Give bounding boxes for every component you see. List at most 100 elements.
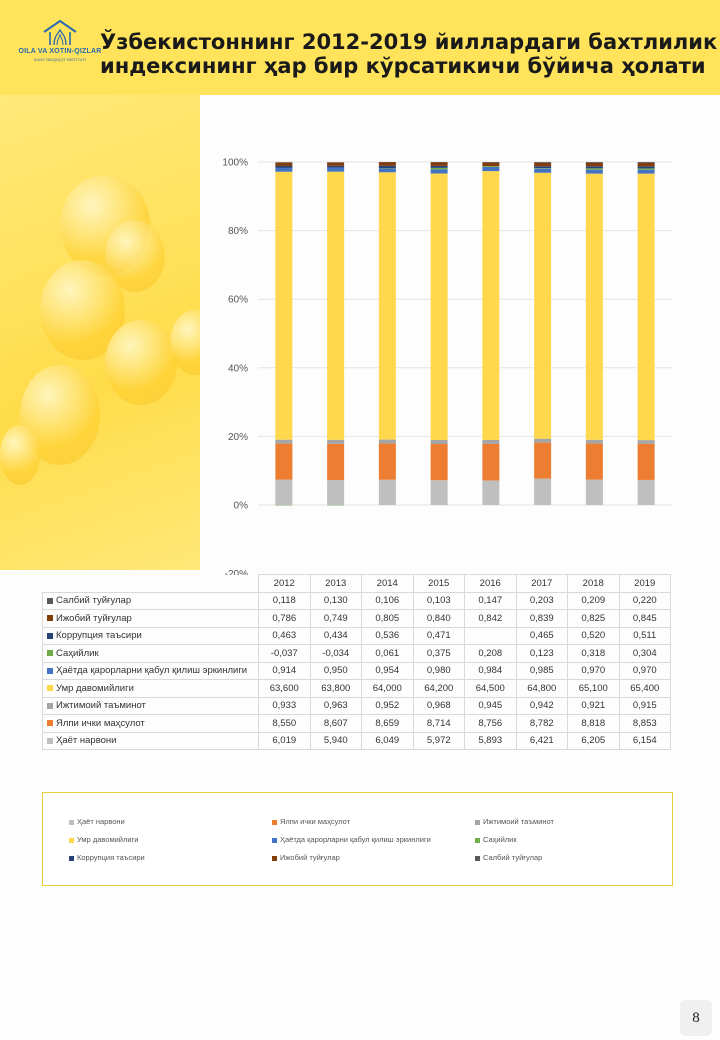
table-cell: 0,915 — [618, 696, 671, 715]
table-cell: 6,421 — [515, 731, 568, 750]
bar-segment — [430, 173, 448, 441]
bar-segment — [534, 478, 552, 505]
bar-segment — [482, 162, 500, 167]
table-cell: 8,607 — [309, 714, 362, 733]
bar-segment — [637, 173, 655, 441]
table-cell: 65,100 — [567, 679, 620, 698]
table-cell: 8,818 — [567, 714, 620, 733]
bar-segment — [430, 480, 448, 505]
table-cell: 0,061 — [361, 644, 414, 663]
bar-segment — [430, 162, 448, 166]
table-cell: 0,963 — [309, 696, 362, 715]
bar-segment — [378, 165, 396, 169]
bar-segment — [585, 162, 603, 163]
bar-segment — [482, 166, 500, 172]
table-cell: 65,400 — [618, 679, 671, 698]
row-label-text: Умр давомийлиги — [56, 682, 134, 694]
legend-swatch — [69, 819, 74, 825]
table-year-header: 2012 — [258, 574, 311, 593]
bar-segment — [327, 167, 345, 172]
table-cell: 0,103 — [412, 591, 465, 610]
table-year-header: 2016 — [464, 574, 517, 593]
table-cell: 0,942 — [515, 696, 568, 715]
row-label-text: Ҳаёт нарвони — [56, 735, 117, 747]
table-cell: 0,954 — [361, 661, 414, 680]
table-cell: 8,853 — [618, 714, 671, 733]
table-cell: 0,952 — [361, 696, 414, 715]
table-cell — [464, 626, 517, 645]
table-row-label: Ижтимоий таъминот — [42, 696, 259, 715]
table-year-header: 2019 — [618, 574, 671, 593]
legend-swatch — [69, 837, 74, 843]
bar-segment — [482, 439, 500, 444]
table-row: Коррупция таъсири 0,463 0,434 0,536 0,471 0,4… — [42, 626, 671, 645]
table-cell: 0,914 — [258, 661, 311, 680]
table-year-header: 2013 — [309, 574, 362, 593]
logo-subtitle: ILMIY-TADQIQOT INSTITUTI — [33, 57, 87, 62]
legend-swatch — [272, 837, 277, 843]
bar-segment — [534, 166, 552, 169]
bar-segment — [378, 172, 396, 440]
legend-label: Ялпи ички маҳсулот — [280, 817, 351, 826]
table-row-label: Ижобий туйғулар — [42, 609, 259, 628]
table-cell: 8,659 — [361, 714, 414, 733]
page-title: Ўзбекистоннинг 2012-2019 йиллардаги бахт… — [100, 30, 717, 78]
table-row: Умр давомийлиги 63,600 63,800 64,000 64,200 6… — [42, 679, 671, 698]
table-cell: 0,786 — [258, 609, 311, 628]
bar-segment — [534, 162, 552, 163]
bar-segment — [637, 169, 655, 174]
legend-swatch — [47, 615, 53, 622]
table-cell: 0,130 — [309, 591, 362, 610]
y-tick-label: 80% — [228, 226, 248, 237]
legend-item: Умр давомийлиги — [69, 835, 138, 844]
legend-label: Саҳийлик — [483, 835, 517, 844]
bar-segment — [585, 479, 603, 505]
y-tick-label: -20% — [225, 569, 248, 575]
chart-legend: Ҳаёт нарвони Ялпи ички маҳсулот Ижтимоий т… — [42, 792, 673, 886]
table-cell: 0,840 — [412, 609, 465, 628]
table-cell: 0,536 — [361, 626, 414, 645]
table-cell: 63,800 — [309, 679, 362, 698]
row-label-text: Ижтимоий таъминот — [56, 700, 146, 712]
bar-segment — [482, 166, 500, 167]
bar-segment — [275, 443, 293, 480]
table-year-header: 2015 — [412, 574, 465, 593]
table-row: Ижтимоий таъминот 0,933 0,963 0,952 0,968 0,9… — [42, 696, 671, 715]
row-label-text: Салбий туйғулар — [56, 595, 132, 607]
table-cell: 0,203 — [515, 591, 568, 610]
table-cell: 0,304 — [618, 644, 671, 663]
table-cell: 8,756 — [464, 714, 517, 733]
row-label-text: Ижобий туйғулар — [56, 612, 132, 624]
legend-label: Ҳаёт нарвони — [77, 817, 125, 826]
bar-segment — [637, 440, 655, 444]
legend-swatch — [69, 855, 74, 861]
bar-segment — [275, 162, 293, 166]
bar-segment — [430, 169, 448, 174]
table-cell: 0,471 — [412, 626, 465, 645]
bar-segment — [327, 480, 345, 505]
bar-segment — [534, 438, 552, 443]
table-year-header: 2018 — [567, 574, 620, 593]
bar-segment — [637, 162, 655, 163]
institute-logo: OILA VA XOTIN-QIZLAR ILMIY-TADQIQOT INST… — [6, 18, 114, 66]
table-cell: 0,463 — [258, 626, 311, 645]
bar-segment — [430, 444, 448, 481]
table-cell: 6,019 — [258, 731, 311, 750]
table-row-label: Салбий туйғулар — [42, 591, 259, 610]
legend-swatch — [47, 597, 53, 604]
table-cell: 8,714 — [412, 714, 465, 733]
bar-segment — [482, 171, 500, 440]
bar-segment — [637, 479, 655, 505]
row-label-text: Саҳийлик — [56, 647, 99, 659]
table-cell: 0,980 — [412, 661, 465, 680]
table-cell: 0,842 — [464, 609, 517, 628]
table-cell: 0,970 — [618, 661, 671, 680]
table-cell: 6,154 — [618, 731, 671, 750]
legend-label: Салбий туйғулар — [483, 853, 543, 862]
bar-segment — [327, 162, 345, 163]
bar-segment — [482, 480, 500, 505]
table-cell: 0,968 — [412, 696, 465, 715]
table-year-header: 2017 — [515, 574, 568, 593]
table-cell: 0,220 — [618, 591, 671, 610]
table-row: Салбий туйғулар 0,118 0,130 0,106 0,103 0,147… — [42, 591, 671, 610]
